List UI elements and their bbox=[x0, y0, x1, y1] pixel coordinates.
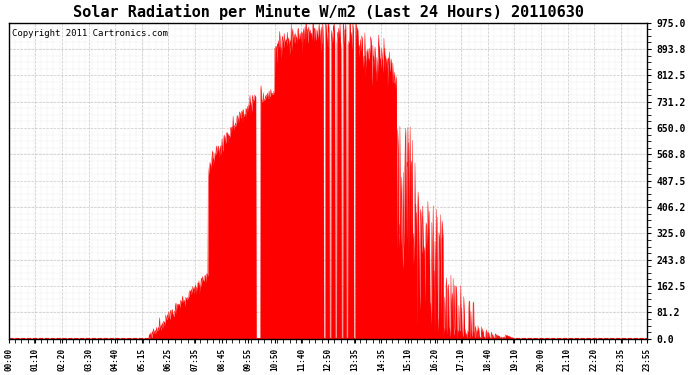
Text: Copyright 2011 Cartronics.com: Copyright 2011 Cartronics.com bbox=[12, 29, 168, 38]
Title: Solar Radiation per Minute W/m2 (Last 24 Hours) 20110630: Solar Radiation per Minute W/m2 (Last 24… bbox=[72, 4, 584, 20]
